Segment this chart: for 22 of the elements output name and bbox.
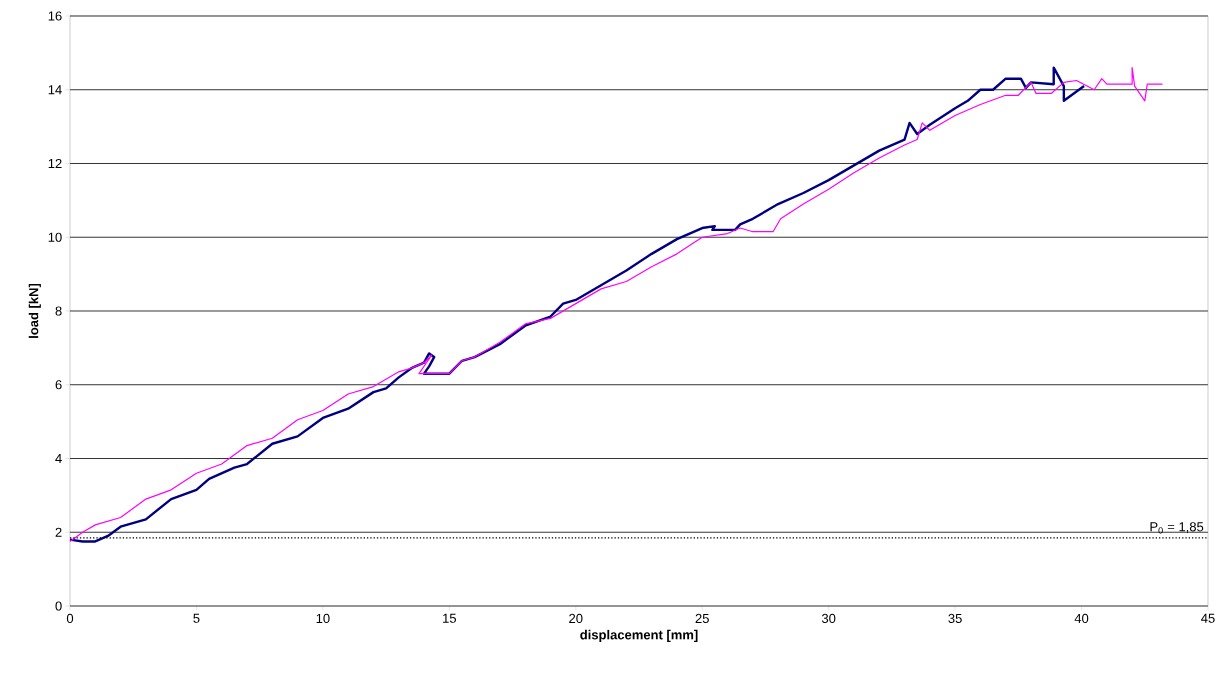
y-tick-label: 8 xyxy=(55,306,62,316)
y-tick-label: 14 xyxy=(48,85,62,95)
y-tick-label: 16 xyxy=(48,11,62,21)
x-tick-label: 10 xyxy=(316,613,330,623)
y-tick-label: 4 xyxy=(55,454,62,463)
y-tick-label: 2 xyxy=(55,527,62,537)
y-tick-label: 6 xyxy=(55,380,62,390)
x-tick-label: 35 xyxy=(948,613,962,623)
x-tick-label: 45 xyxy=(1201,613,1215,623)
x-tick-label: 30 xyxy=(821,613,836,623)
x-tick-label: 20 xyxy=(569,613,583,623)
y-tick-label: 10 xyxy=(48,232,62,242)
x-tick-label: 40 xyxy=(1074,613,1089,623)
x-tick-label: 5 xyxy=(193,613,200,623)
x-axis-title: displacement [mm] xyxy=(580,629,698,642)
y-tick-label: 12 xyxy=(48,158,62,169)
x-tick-label: 0 xyxy=(66,613,74,623)
x-tick-label: 15 xyxy=(443,613,457,623)
ref-line-label: P$_{0}$ = 1,85 xyxy=(1150,522,1204,534)
y-tick-label: 0 xyxy=(55,601,62,611)
x-tick-label: 25 xyxy=(695,613,709,623)
y-axis-title: load [kN] xyxy=(28,283,41,338)
